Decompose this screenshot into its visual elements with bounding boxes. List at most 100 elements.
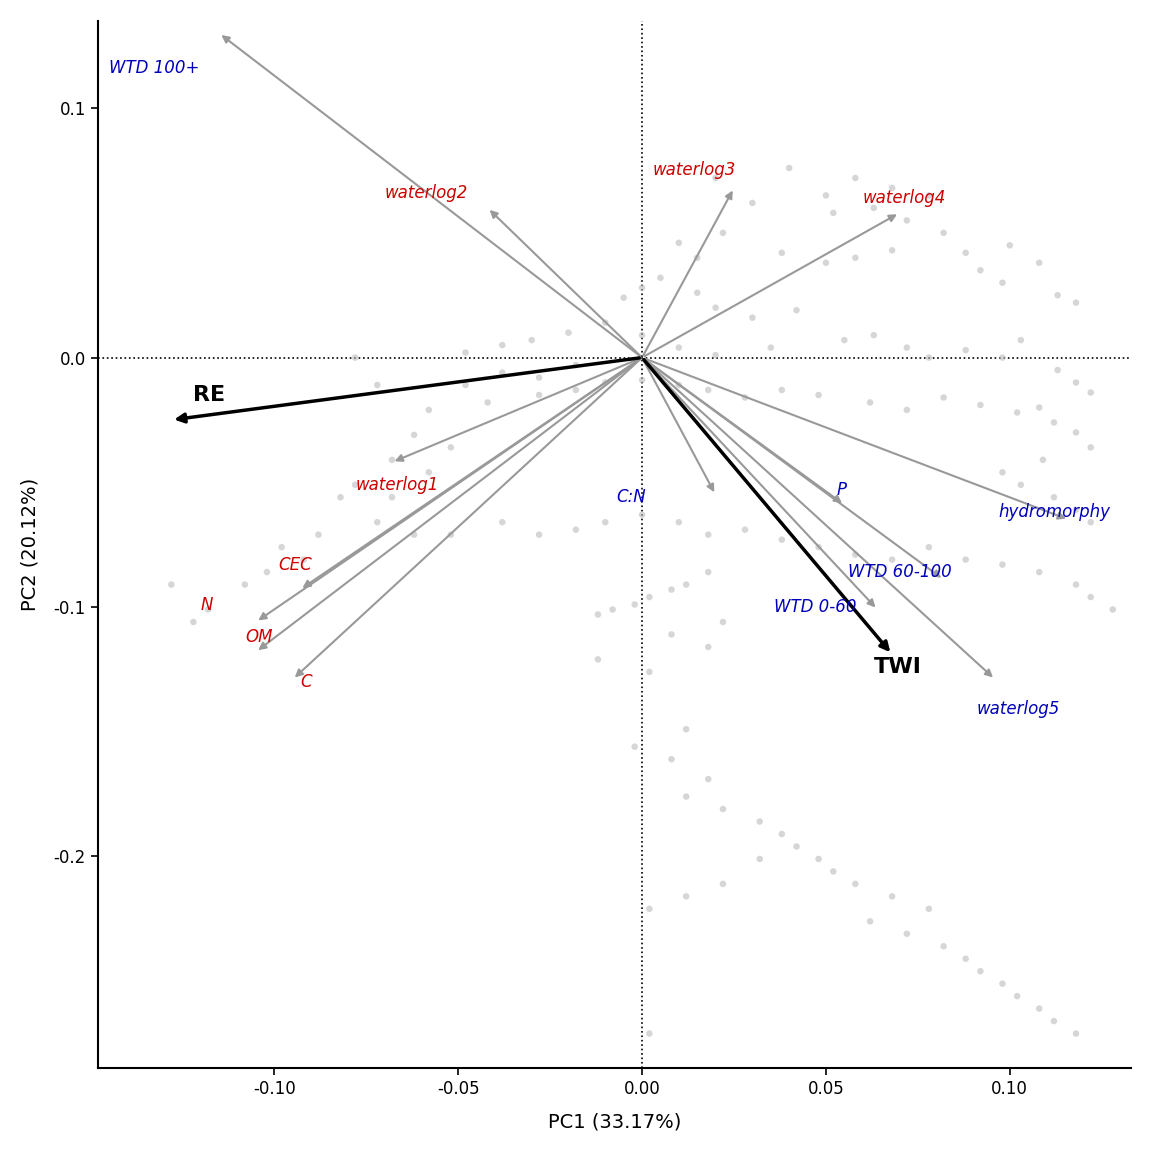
Point: [861, 393, 879, 411]
Point: [688, 283, 706, 302]
Point: [934, 937, 953, 955]
Point: [934, 223, 953, 242]
Point: [810, 538, 828, 556]
Point: [743, 309, 761, 327]
Point: [677, 720, 696, 738]
Point: [641, 900, 659, 918]
Point: [824, 204, 842, 222]
Point: [1067, 373, 1085, 392]
Text: CEC: CEC: [278, 555, 312, 574]
Point: [669, 376, 688, 394]
Point: [632, 279, 651, 297]
Point: [817, 187, 835, 205]
Point: [1067, 423, 1085, 441]
Point: [1082, 438, 1100, 456]
Point: [641, 662, 659, 681]
Point: [688, 249, 706, 267]
Point: [846, 168, 864, 187]
Point: [956, 243, 975, 262]
Point: [846, 545, 864, 563]
Point: [677, 887, 696, 905]
Point: [1045, 1011, 1063, 1030]
Text: OM: OM: [245, 628, 272, 646]
Point: [750, 812, 768, 831]
Point: [162, 575, 181, 593]
Point: [810, 386, 828, 404]
Point: [1033, 450, 1052, 469]
Point: [589, 650, 607, 668]
Text: C:N: C:N: [616, 488, 646, 506]
Point: [919, 348, 938, 366]
Point: [236, 575, 255, 593]
Point: [669, 339, 688, 357]
Point: [530, 525, 548, 544]
Point: [897, 211, 916, 229]
Text: RE: RE: [194, 385, 226, 406]
Point: [404, 426, 423, 445]
Point: [773, 530, 791, 548]
Point: [736, 388, 755, 407]
Point: [669, 513, 688, 531]
Point: [956, 949, 975, 968]
Point: [1082, 588, 1100, 606]
Point: [641, 588, 659, 606]
Point: [714, 799, 733, 818]
Point: [669, 234, 688, 252]
Point: [736, 521, 755, 539]
Point: [1048, 286, 1067, 304]
Point: [882, 241, 901, 259]
Point: [199, 600, 218, 619]
Point: [993, 463, 1011, 482]
Text: C: C: [300, 673, 312, 691]
Point: [1067, 1024, 1085, 1043]
Point: [787, 301, 805, 319]
Point: [864, 198, 882, 217]
Point: [956, 551, 975, 569]
Point: [861, 912, 879, 931]
Point: [632, 326, 651, 344]
Point: [706, 346, 725, 364]
Point: [993, 273, 1011, 291]
Point: [567, 521, 585, 539]
Point: [1082, 513, 1100, 531]
Point: [1030, 563, 1048, 582]
Point: [295, 551, 313, 569]
Point: [773, 243, 791, 262]
Point: [699, 638, 718, 657]
Point: [743, 194, 761, 212]
Point: [824, 862, 842, 880]
Point: [1030, 399, 1048, 417]
Point: [272, 538, 290, 556]
Point: [699, 381, 718, 400]
Point: [1008, 987, 1026, 1006]
Point: [971, 396, 990, 415]
Point: [478, 393, 497, 411]
Text: WTD 0-60: WTD 0-60: [774, 598, 857, 616]
Point: [787, 838, 805, 856]
Text: TWI: TWI: [873, 657, 922, 677]
Point: [382, 450, 401, 469]
Point: [567, 356, 585, 374]
Point: [559, 324, 577, 342]
Point: [567, 381, 585, 400]
Point: [706, 298, 725, 317]
Point: [184, 613, 203, 631]
Point: [934, 388, 953, 407]
Text: waterlog2: waterlog2: [385, 184, 468, 202]
Point: [662, 581, 681, 599]
Point: [677, 787, 696, 805]
Text: P: P: [838, 480, 847, 499]
Point: [810, 850, 828, 869]
Point: [346, 476, 364, 494]
Point: [1001, 236, 1020, 255]
Point: [456, 376, 475, 394]
Point: [1067, 500, 1085, 518]
Point: [632, 506, 651, 524]
Point: [1011, 476, 1030, 494]
Point: [882, 179, 901, 197]
Point: [699, 525, 718, 544]
Point: [530, 369, 548, 387]
Point: [1030, 1000, 1048, 1018]
Point: [1067, 575, 1085, 593]
Point: [441, 525, 460, 544]
